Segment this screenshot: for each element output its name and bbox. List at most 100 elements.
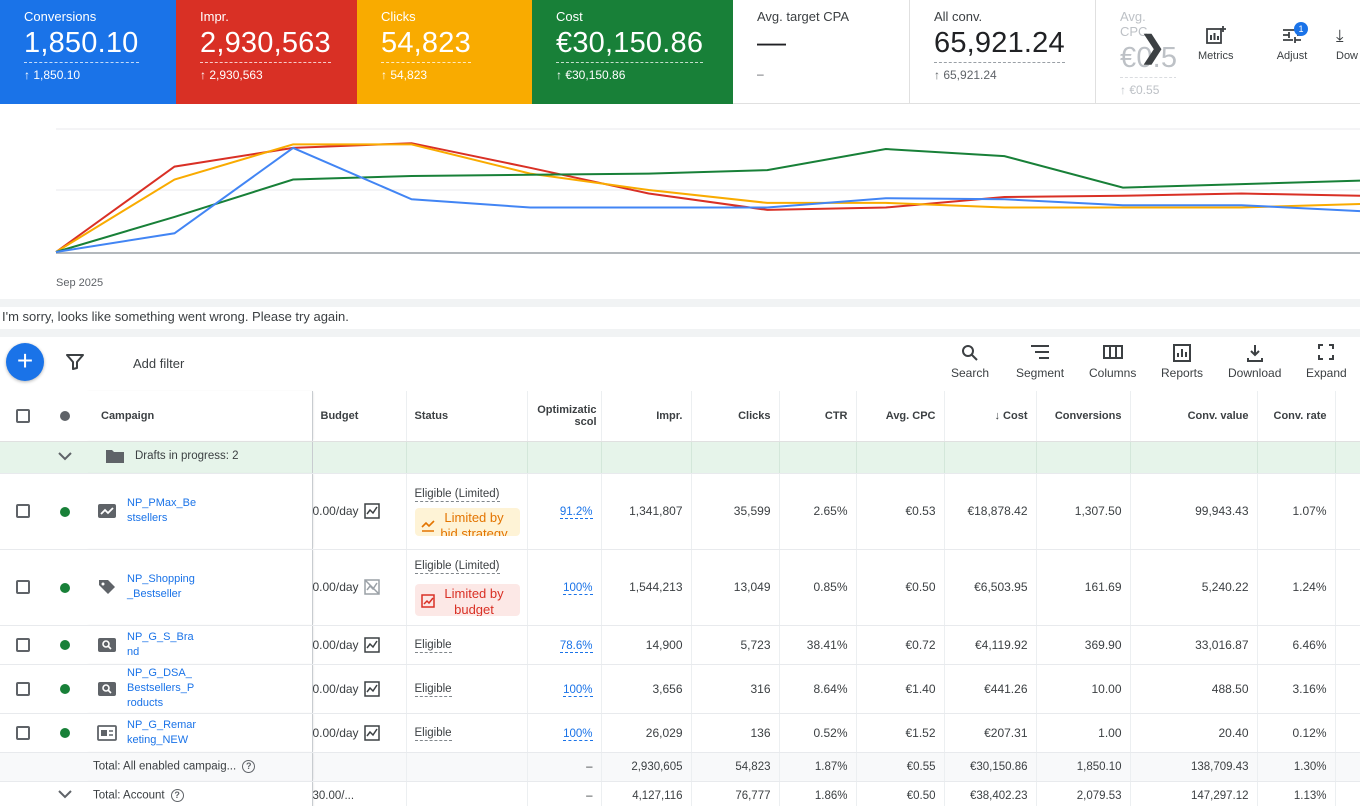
select-all-header[interactable] — [0, 391, 45, 442]
table-row[interactable]: NP_G_S_Brand 0.00/day Eligible 78.6% 14,… — [0, 625, 1360, 665]
add-button[interactable]: + — [6, 343, 44, 381]
download-button[interactable]: Download — [1228, 344, 1281, 380]
status-text[interactable]: Eligible — [414, 682, 452, 697]
cpc-cell: €0.53 — [856, 473, 945, 550]
budget-cell: 0.00/day — [312, 713, 407, 753]
cell — [406, 781, 528, 806]
header-status[interactable]: Status — [406, 391, 528, 442]
cell — [779, 441, 857, 474]
header-avg-cpc[interactable]: Avg. CPC — [856, 391, 945, 442]
row-checkbox[interactable] — [15, 637, 30, 652]
opt-score-link[interactable]: 78.6% — [559, 639, 593, 653]
budget-chart-off-icon[interactable] — [363, 579, 380, 595]
campaign-link[interactable]: NP_G_S_Brand — [127, 630, 194, 658]
header-ctr[interactable]: CTR — [779, 391, 857, 442]
row-checkbox-cell[interactable] — [0, 549, 45, 626]
table-row[interactable]: NP_PMax_Bestsellers 0.00/day Eligible (L… — [0, 473, 1360, 550]
header-conversions[interactable]: Conversions — [1036, 391, 1131, 442]
scorecard-all-conv[interactable]: All conv. 65,921.24 ↑ 65,921.24 — [910, 0, 1096, 104]
row-checkbox[interactable] — [15, 725, 30, 740]
drafts-row[interactable]: Drafts in progress: 2 — [0, 441, 1360, 474]
header-budget[interactable]: Budget — [312, 391, 407, 442]
scorecard-cost[interactable]: Cost €30,150.86 ↑ €30,150.86 — [532, 0, 733, 104]
status-text[interactable]: Eligible — [414, 726, 452, 741]
metrics-icon — [1198, 26, 1233, 46]
cell — [1130, 441, 1258, 474]
limited-status-chip[interactable]: Limited by bid strategy — [414, 508, 520, 536]
opt-score-link[interactable]: 100% — [563, 727, 593, 741]
download-scorecard-button[interactable]: ⤓ Dow — [1336, 26, 1360, 62]
budget-chart-icon[interactable] — [363, 680, 380, 697]
status-text[interactable]: Eligible (Limited) — [414, 560, 500, 574]
status-cell: Eligible — [406, 664, 528, 714]
select-all-checkbox[interactable] — [15, 408, 30, 423]
clicks-cell: 5,723 — [691, 625, 780, 665]
scorecard-impressions[interactable]: Impr. 2,930,563 ↑ 2,930,563 — [176, 0, 357, 104]
help-icon[interactable]: ? — [242, 760, 256, 773]
scorecard-value: 1,850.10 — [24, 27, 139, 63]
chevron-down-icon[interactable] — [45, 441, 85, 474]
opt-score-link[interactable]: 100% — [563, 582, 593, 595]
reports-button[interactable]: Reports — [1161, 344, 1203, 380]
adjust-badge: 1 — [1294, 22, 1308, 36]
opt-score-link[interactable]: 91.2% — [559, 506, 593, 519]
budget-chart-icon[interactable] — [363, 636, 380, 653]
header-clicks[interactable]: Clicks — [691, 391, 780, 442]
chevron-right-icon[interactable]: ❯ — [1140, 31, 1166, 64]
row-checkbox-cell[interactable] — [0, 664, 45, 714]
header-optimization-score[interactable]: Optimizatic scol — [527, 391, 602, 442]
campaign-link[interactable]: NP_G_DSA_Bestsellers_Products — [127, 667, 195, 709]
expand-button[interactable]: Expand — [1306, 344, 1347, 380]
search-button[interactable]: Search — [951, 344, 989, 380]
scorecard-avg-target-cpa[interactable]: Avg. target CPA — – — [733, 0, 910, 104]
header-impr[interactable]: Impr. — [601, 391, 692, 442]
opt-score-link[interactable]: 100% — [563, 683, 593, 697]
limited-status-chip[interactable]: Limited by budget — [414, 584, 520, 616]
header-conv-value[interactable]: Conv. value — [1130, 391, 1258, 442]
cell — [0, 781, 45, 806]
row-status-cell — [45, 625, 85, 665]
row-checkbox-cell[interactable] — [0, 713, 45, 753]
row-status-cell — [45, 713, 85, 753]
cell — [944, 441, 1037, 474]
adjust-button[interactable]: 1 Adjust — [1272, 22, 1312, 62]
status-text[interactable]: Eligible (Limited) — [414, 488, 500, 502]
header-campaign[interactable]: Campaign — [85, 391, 313, 442]
segment-button[interactable]: Segment — [1016, 344, 1064, 380]
row-checkbox[interactable] — [15, 681, 30, 696]
table-row[interactable]: NP_Shopping_Bestseller 0.00/day Eligible… — [0, 549, 1360, 626]
table-row[interactable]: NP_G_DSA_Bestsellers_Products 0.00/day E… — [0, 664, 1360, 714]
header-conv-rate[interactable]: Conv. rate — [1257, 391, 1336, 442]
filter-icon[interactable] — [66, 354, 84, 375]
header-cost[interactable]: ↓ Cost — [944, 391, 1037, 442]
row-checkbox-cell[interactable] — [0, 625, 45, 665]
cell — [1335, 473, 1360, 550]
columns-button[interactable]: Columns — [1089, 344, 1136, 380]
campaign-link[interactable]: NP_G_Remarketing_NEW — [127, 718, 197, 746]
budget-cell: 0.00/day — [312, 549, 407, 626]
conversions-cell: 369.90 — [1036, 625, 1131, 665]
campaign-link[interactable]: NP_Shopping_Bestseller — [127, 573, 195, 600]
enabled-dot-icon — [60, 582, 70, 593]
row-checkbox[interactable] — [15, 580, 30, 595]
table-row[interactable]: NP_G_Remarketing_NEW 0.00/day Eligible 1… — [0, 713, 1360, 753]
budget-chart-icon[interactable] — [363, 724, 380, 741]
scorecard-conversions[interactable]: Conversions 1,850.10 ↑ 1,850.10 — [0, 0, 176, 104]
row-checkbox-cell[interactable] — [0, 473, 45, 550]
campaign-link[interactable]: NP_PMax_Bestsellers — [127, 497, 197, 524]
total-label: Total: Account — [93, 789, 165, 802]
chip-label: Limited by budget — [444, 586, 504, 616]
scorecard-clicks[interactable]: Clicks 54,823 ↑ 54,823 — [357, 0, 532, 104]
total-conv-value-cell: 138,709.43 — [1130, 752, 1258, 782]
status-text[interactable]: Eligible — [414, 638, 452, 653]
cost-cell: €441.26 — [944, 664, 1037, 714]
chevron-down-icon[interactable] — [45, 781, 85, 806]
help-icon[interactable]: ? — [170, 789, 184, 802]
add-filter-button[interactable]: Add filter — [133, 356, 185, 371]
total-opt-cell: – — [527, 752, 602, 782]
scorecard-avg-cpc[interactable]: Avg. CPC €0.5 ↑ €0.55 — [1096, 0, 1176, 104]
metrics-button[interactable]: Metrics — [1198, 26, 1233, 62]
row-checkbox[interactable] — [15, 504, 30, 519]
scorecard-change: – — [757, 67, 764, 81]
budget-chart-icon[interactable] — [363, 503, 380, 519]
